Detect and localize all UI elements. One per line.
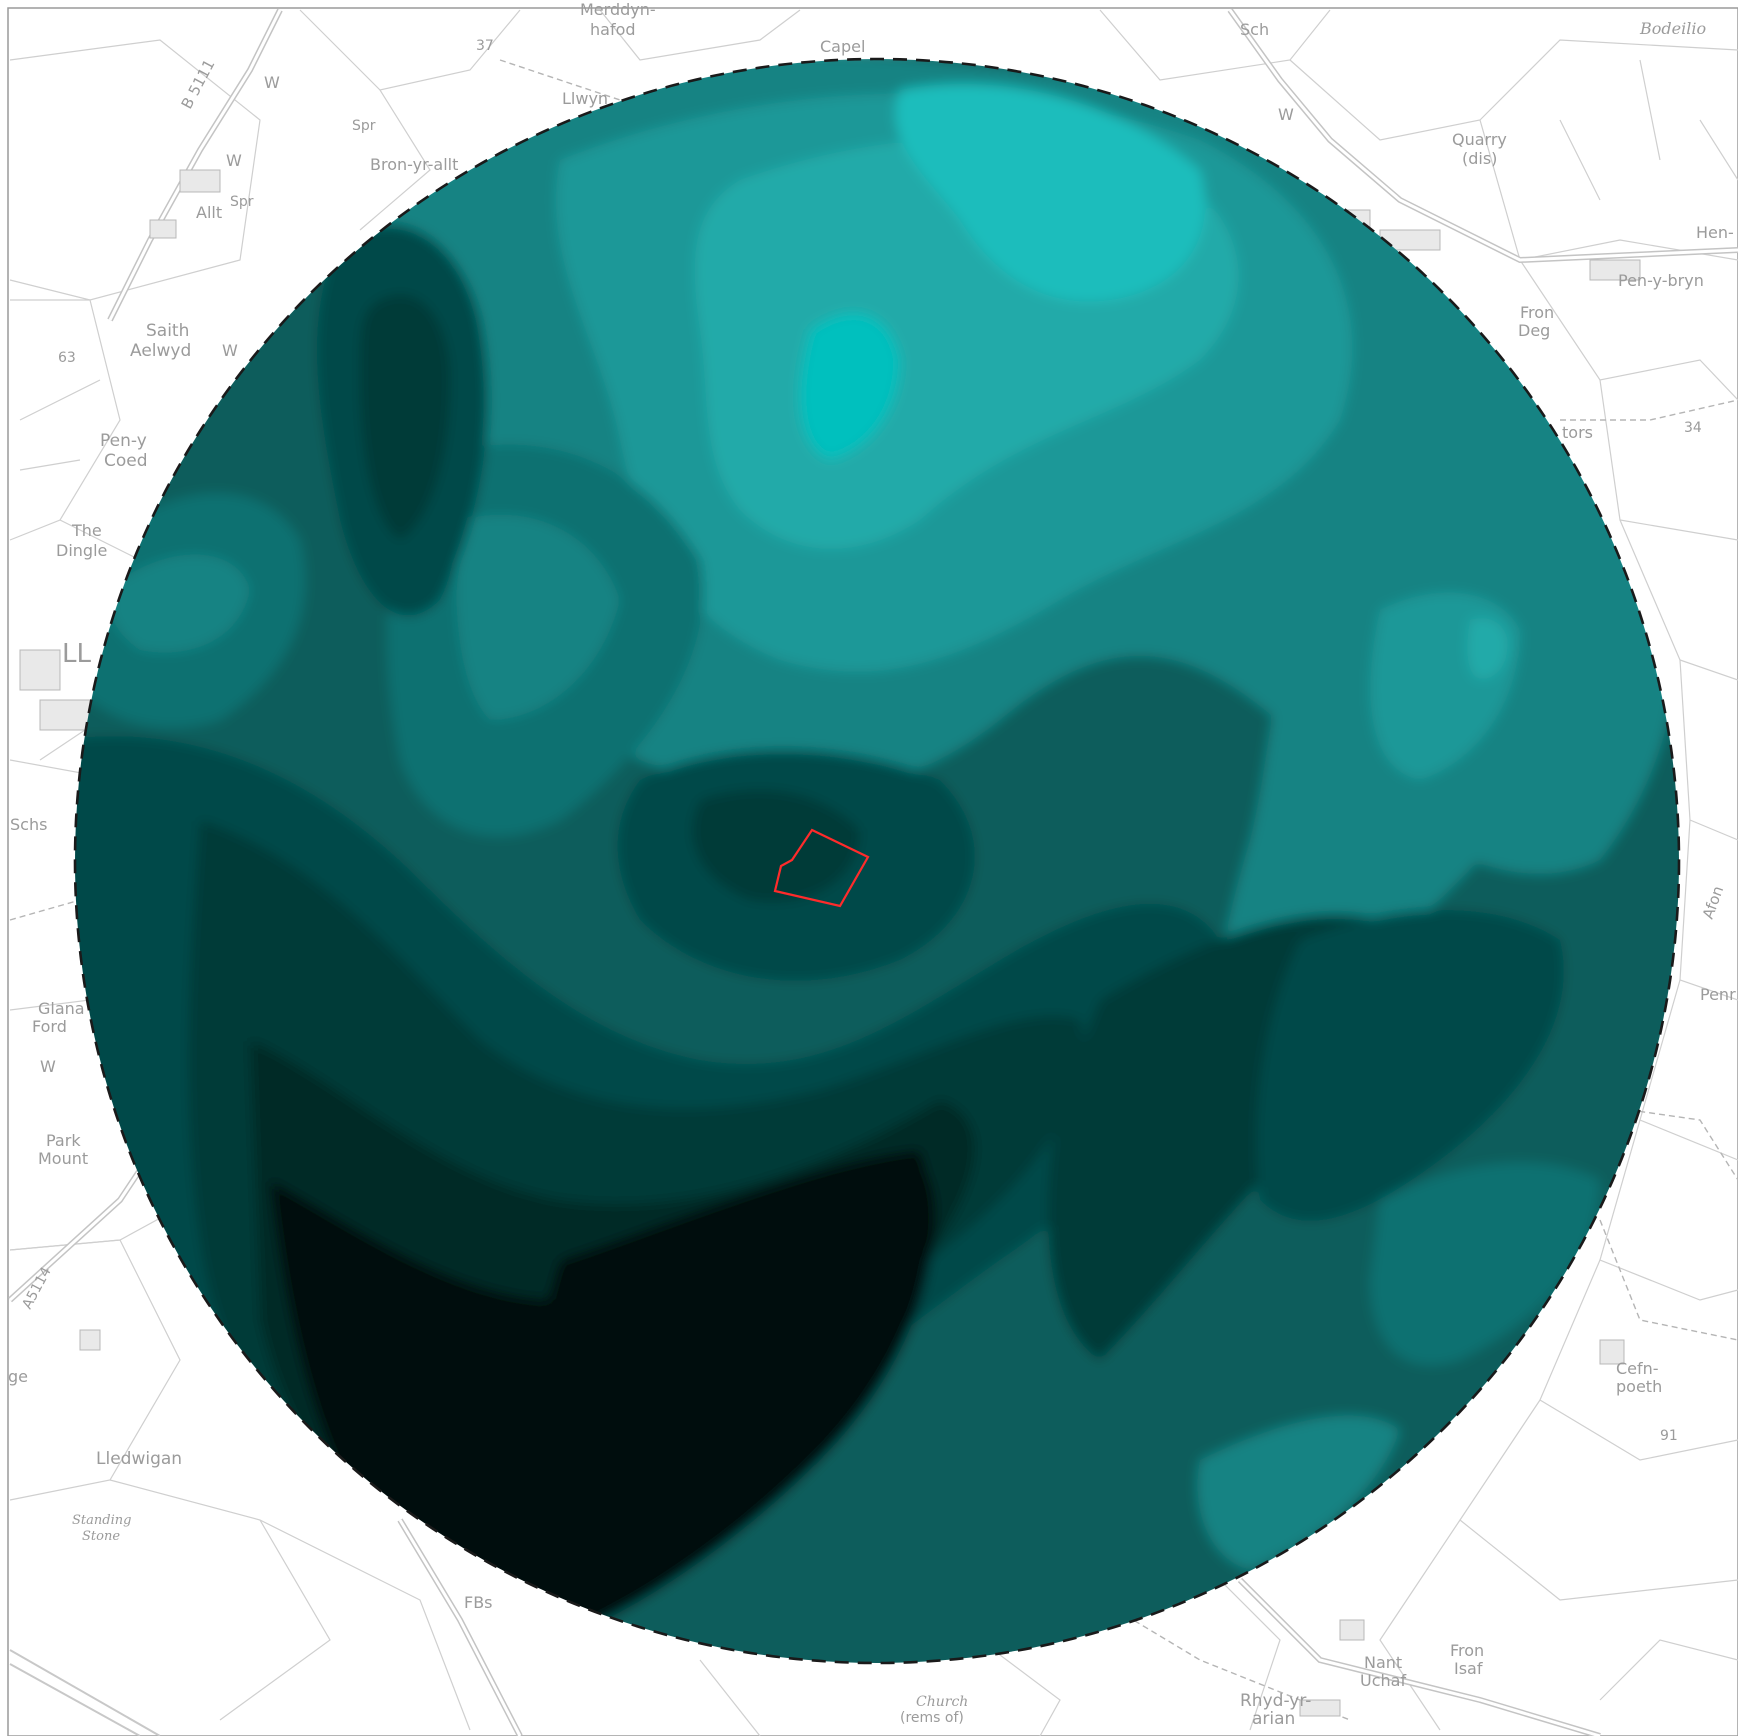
place-label: 63 — [58, 350, 76, 366]
place-label: Bodeilio — [1639, 19, 1706, 38]
place-label: Merddyn- — [580, 0, 656, 19]
place-label: W — [222, 341, 238, 360]
place-label: Glana — [38, 999, 85, 1018]
place-label: Deg — [1518, 321, 1550, 340]
place-label: LL — [62, 639, 91, 669]
place-label: hafod — [590, 20, 636, 39]
place-label: poeth — [1616, 1377, 1662, 1396]
place-label: Quarry — [1452, 130, 1507, 149]
place-label: Spr — [352, 118, 376, 134]
place-label: 91 — [1660, 1428, 1678, 1444]
place-label: Llwyn — [562, 89, 608, 108]
place-label: Stone — [82, 1529, 120, 1544]
place-label: (dis) — [1462, 149, 1497, 168]
place-label: Cefn- — [1616, 1359, 1659, 1378]
place-label: Schs — [10, 815, 47, 834]
place-label: Isaf — [1454, 1659, 1483, 1678]
place-label: Standing — [72, 1513, 131, 1528]
place-label: Church — [916, 1694, 968, 1710]
place-label: FBs — [464, 1593, 493, 1612]
place-label: Allt — [196, 203, 222, 222]
site-boundary[interactable] — [773, 828, 870, 908]
place-label: Coed — [104, 451, 148, 471]
place-label: Pen-y-bryn — [1618, 271, 1704, 290]
place-label: W — [226, 151, 242, 170]
place-label: Lledwigan — [96, 1449, 182, 1469]
place-label: Rhyd-yr- — [1240, 1691, 1311, 1711]
place-label: Hen- — [1696, 223, 1734, 242]
place-label: Nant — [1364, 1653, 1402, 1672]
place-label: Capel — [820, 37, 865, 56]
place-label: tors — [1562, 423, 1593, 442]
place-label: Mount — [38, 1149, 88, 1168]
place-label: Park — [46, 1131, 81, 1150]
place-label: Aelwyd — [130, 341, 191, 361]
place-label: Saith — [146, 321, 189, 341]
place-label: Bron-yr-allt — [370, 155, 458, 174]
place-label: Uchaf — [1360, 1671, 1406, 1690]
place-label: Fron — [1450, 1641, 1484, 1660]
place-label: Ford — [32, 1017, 67, 1036]
place-label: Spr — [230, 194, 254, 210]
map-frame — [7, 7, 1738, 1736]
place-label: arian — [1252, 1709, 1295, 1729]
place-label: The — [71, 521, 102, 540]
place-label: Penr — [1700, 985, 1736, 1004]
place-label: Pen-y — [100, 431, 147, 451]
place-label: Dingle — [56, 541, 107, 560]
place-label: (rems of) — [900, 1710, 964, 1726]
place-label: Sch — [1240, 20, 1269, 39]
place-label: ge — [8, 1367, 28, 1386]
place-label: W — [1278, 105, 1294, 124]
place-label: 37 — [476, 38, 494, 54]
visibility-zone — [75, 59, 1679, 1663]
railway — [9, 1649, 161, 1736]
place-label: 34 — [1684, 420, 1702, 436]
place-label: W — [40, 1057, 56, 1076]
place-label: Fron — [1520, 303, 1554, 322]
study-radius-boundary — [73, 57, 1681, 1665]
place-label: W — [264, 73, 280, 92]
place-labels: Merddyn- hafod Capel Sch Bodeilio Llwyn … — [8, 0, 1736, 1729]
